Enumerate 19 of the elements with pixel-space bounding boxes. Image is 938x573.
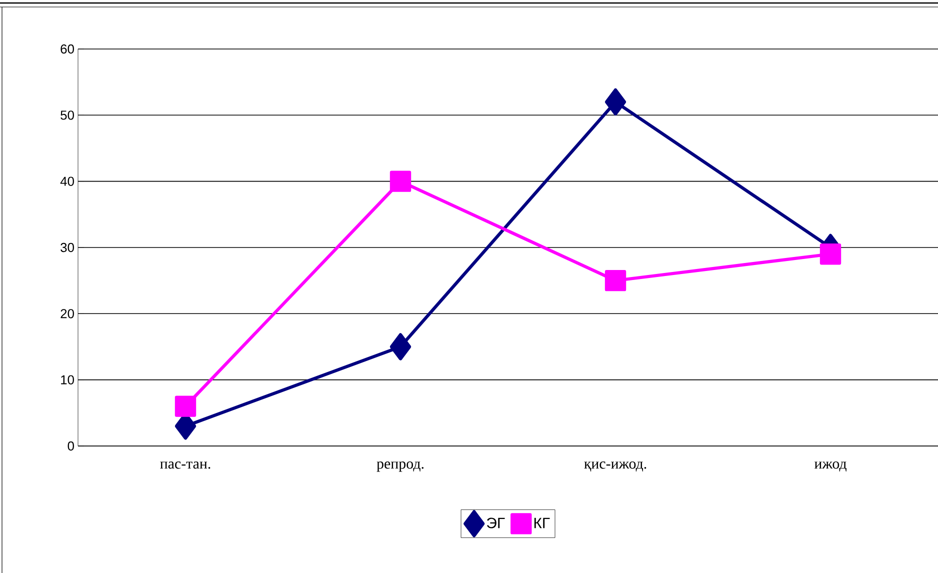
y-tick-label: 0 [68,441,74,451]
x-tick-label: репрод. [376,462,424,472]
legend-label: КГ [534,518,550,528]
x-tick-label: пас-тан. [160,462,210,469]
point [174,396,196,417]
point [604,88,626,116]
y-tick-label: 40 [60,176,74,186]
y-tick-label: 60 [60,44,74,54]
point [820,244,842,265]
y-tick-label: 30 [60,242,74,252]
y-tick-label: 10 [61,375,74,384]
x-tick-label: ижод [814,462,846,472]
point [604,270,626,292]
point [390,333,412,360]
legend-label: ЭГ [486,518,505,528]
y-tick-label: 20 [60,309,74,318]
x-tick-label: қис-ижод. [584,462,646,472]
y-tick-label: 50 [60,110,74,120]
point [390,170,412,192]
